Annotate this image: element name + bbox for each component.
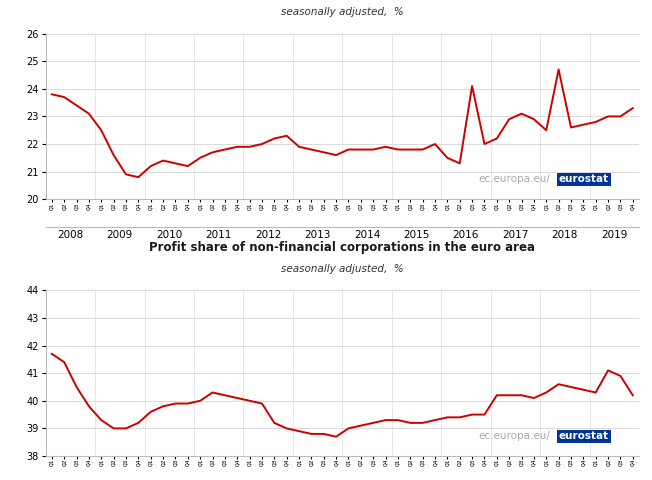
Text: seasonally adjusted,  %: seasonally adjusted, % — [281, 7, 404, 17]
Text: seasonally adjusted,  %: seasonally adjusted, % — [281, 264, 404, 274]
Text: eurostat: eurostat — [559, 174, 609, 184]
Text: ec.europa.eu/: ec.europa.eu/ — [479, 431, 551, 441]
Text: ec.europa.eu/: ec.europa.eu/ — [479, 174, 551, 184]
Text: eurostat: eurostat — [559, 431, 609, 441]
Text: Profit share of non-financial corporations in the euro area: Profit share of non-financial corporatio… — [149, 241, 535, 254]
